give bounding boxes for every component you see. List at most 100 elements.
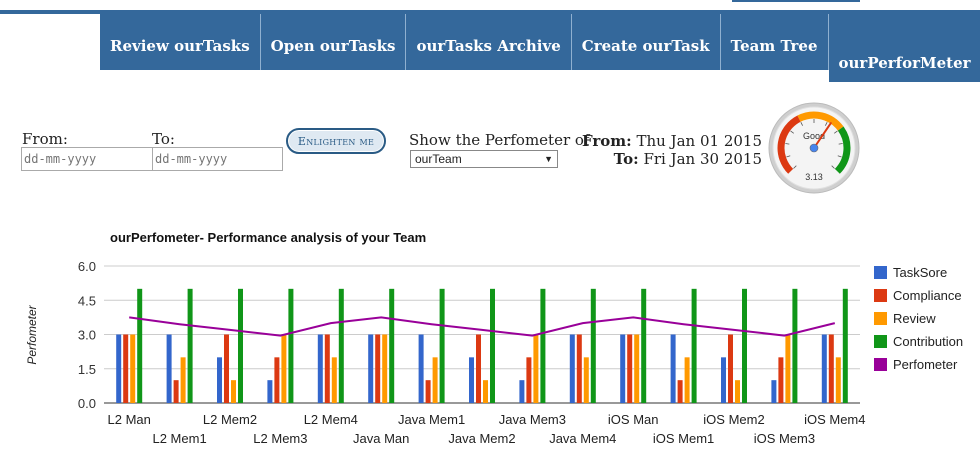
bar-compliance[interactable] <box>728 334 733 404</box>
gauge-tick <box>824 121 828 126</box>
bar-tasksore[interactable] <box>267 380 273 403</box>
main-nav: Review ourTasks Open ourTasks ourTasks A… <box>100 14 980 82</box>
bar-tasksore[interactable] <box>821 334 827 404</box>
chart-title: ourPerfometer- Performance analysis of y… <box>110 230 427 245</box>
bar-compliance[interactable] <box>576 334 582 404</box>
gauge-band-low <box>777 115 801 174</box>
nav-ourtasks-archive[interactable]: ourTasks Archive <box>406 14 572 70</box>
nav-open-ourtasks[interactable]: Open ourTasks <box>260 14 407 70</box>
bar-tasksore[interactable] <box>166 334 172 404</box>
bar-compliance[interactable] <box>324 334 330 404</box>
bar-compliance[interactable] <box>778 357 784 403</box>
chart-legend: TaskSore Compliance Review Contribution Perf… <box>874 265 963 372</box>
bar-tasksore[interactable] <box>217 357 222 403</box>
bar-review[interactable] <box>684 357 690 403</box>
legend-item[interactable]: TaskSore <box>893 265 947 280</box>
bar-contribution[interactable] <box>691 288 697 403</box>
range-from-label: From: <box>582 132 632 150</box>
legend-item[interactable]: Contribution <box>893 334 963 349</box>
bar-review[interactable] <box>382 334 388 404</box>
gauge-tick <box>833 130 838 134</box>
show-perfometer-label: Show the Perfometer of <box>409 131 590 149</box>
from-label: From: <box>22 130 68 148</box>
bar-contribution[interactable] <box>288 288 294 403</box>
to-date-input[interactable] <box>152 147 283 171</box>
x-tick-label: iOS Mem1 <box>653 431 714 446</box>
bar-tasksore[interactable] <box>519 380 525 403</box>
bar-review[interactable] <box>533 334 539 404</box>
bar-contribution[interactable] <box>742 288 747 403</box>
bar-review[interactable] <box>281 334 287 404</box>
bar-compliance[interactable] <box>224 334 229 404</box>
legend-item[interactable]: Compliance <box>893 288 962 303</box>
nav-team-tree[interactable]: Team Tree <box>720 14 829 70</box>
bar-review[interactable] <box>130 334 136 404</box>
bar-review[interactable] <box>634 334 640 404</box>
legend-item[interactable]: Review <box>893 311 936 326</box>
bar-review[interactable] <box>231 380 236 403</box>
bar-contribution[interactable] <box>641 288 647 403</box>
bar-review[interactable] <box>432 357 438 403</box>
bar-compliance[interactable] <box>425 380 431 403</box>
bar-contribution[interactable] <box>389 288 395 403</box>
bar-contribution[interactable] <box>490 288 495 403</box>
x-tick-label: iOS Mem4 <box>804 412 865 427</box>
gauge-value: 3.13 <box>805 172 823 182</box>
bar-contribution[interactable] <box>540 288 546 403</box>
bar-review[interactable] <box>785 334 791 404</box>
team-select-value: ourTeam <box>415 152 462 166</box>
bar-compliance[interactable] <box>627 334 633 404</box>
bar-tasksore[interactable] <box>418 334 424 404</box>
nav-ourperformeter[interactable]: ourPerforMeter <box>828 14 980 82</box>
bar-contribution[interactable] <box>338 288 344 403</box>
bar-tasksore[interactable] <box>116 334 122 404</box>
bar-compliance[interactable] <box>677 380 683 403</box>
from-date-input[interactable] <box>21 147 153 171</box>
bar-compliance[interactable] <box>476 334 481 404</box>
bar-compliance[interactable] <box>123 334 129 404</box>
range-from: From: Thu Jan 01 2015 <box>582 132 762 150</box>
bar-contribution[interactable] <box>590 288 596 403</box>
bar-compliance[interactable] <box>375 334 381 404</box>
bar-review[interactable] <box>583 357 589 403</box>
bar-compliance[interactable] <box>274 357 280 403</box>
bar-compliance[interactable] <box>526 357 532 403</box>
bar-tasksore[interactable] <box>368 334 374 404</box>
bar-tasksore[interactable] <box>771 380 777 403</box>
top-bar-accent <box>732 0 860 2</box>
bar-compliance[interactable] <box>828 334 834 404</box>
gauge-needle <box>813 122 832 149</box>
bar-contribution[interactable] <box>187 288 193 403</box>
chart-y-axis-label: Perfometer <box>25 304 39 364</box>
nav-create-ourtask[interactable]: Create ourTask <box>571 14 721 70</box>
nav-review-ourtasks[interactable]: Review ourTasks <box>100 14 261 70</box>
range-to-label: To: <box>613 150 639 168</box>
bar-review[interactable] <box>180 357 186 403</box>
bar-tasksore[interactable] <box>569 334 575 404</box>
bar-review[interactable] <box>331 357 337 403</box>
bar-review[interactable] <box>483 380 488 403</box>
bar-review[interactable] <box>735 380 740 403</box>
bar-compliance[interactable] <box>173 380 179 403</box>
bar-contribution[interactable] <box>439 288 445 403</box>
enlighten-me-button[interactable]: Enlighten me <box>286 128 386 154</box>
team-select[interactable]: ourTeam ▼ <box>410 150 558 168</box>
bar-review[interactable] <box>835 357 841 403</box>
bar-tasksore[interactable] <box>620 334 626 404</box>
to-label: To: <box>152 130 175 148</box>
legend-item[interactable]: Perfometer <box>893 357 958 372</box>
bar-contribution[interactable] <box>238 288 243 403</box>
bar-tasksore[interactable] <box>317 334 323 404</box>
x-tick-label: Java Mem4 <box>549 431 616 446</box>
bar-contribution[interactable] <box>792 288 798 403</box>
chart-y-ticks: 0.0 1.5 3.0 4.5 6.0 <box>78 259 96 411</box>
range-from-value: Thu Jan 01 2015 <box>636 132 762 150</box>
bar-tasksore[interactable] <box>469 357 474 403</box>
bar-contribution[interactable] <box>842 288 848 403</box>
bar-contribution[interactable] <box>137 288 143 403</box>
bar-tasksore[interactable] <box>721 357 726 403</box>
gauge-tick <box>837 155 842 158</box>
bar-tasksore[interactable] <box>670 334 676 404</box>
gauge-tick <box>793 165 797 169</box>
